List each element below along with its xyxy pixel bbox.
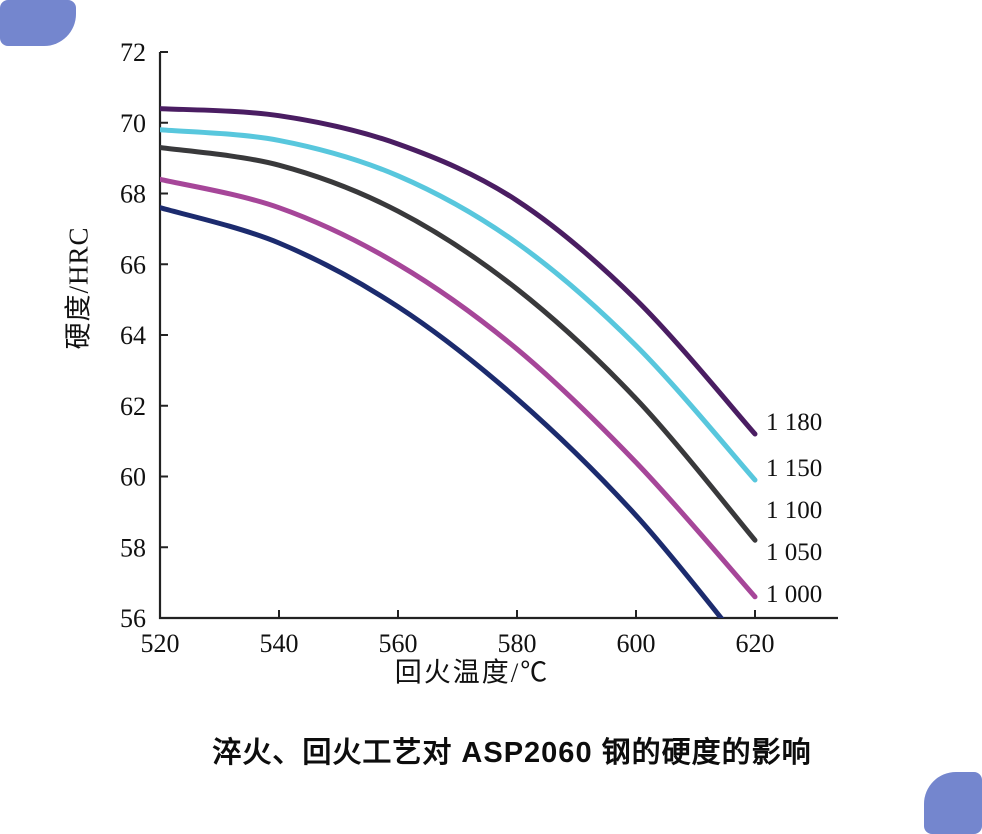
- x-tick-label: 600: [617, 629, 656, 658]
- x-tick-label: 540: [260, 629, 299, 658]
- chart-title: 淬火、回火工艺对 ASP2060 钢的硬度的影响: [212, 737, 812, 769]
- y-tick-label: 68: [120, 180, 146, 209]
- y-tick-label: 56: [120, 604, 146, 633]
- y-tick-label: 70: [120, 109, 146, 138]
- y-tick-label: 60: [120, 463, 146, 492]
- x-axis-title: 回火温度/℃: [394, 657, 550, 688]
- top-left-corner-decoration: [0, 0, 76, 46]
- bottom-right-corner-decoration: [924, 772, 982, 834]
- series-label-1100: 1 100: [766, 497, 822, 524]
- y-tick-label: 62: [120, 392, 146, 421]
- series-label-1050: 1 050: [766, 539, 822, 566]
- y-tick-label: 64: [120, 321, 146, 350]
- series-label-1180: 1 180: [766, 409, 822, 436]
- curves-group: [160, 106, 758, 618]
- y-tick-label: 66: [120, 250, 146, 279]
- curve-1150: [160, 127, 758, 483]
- y-axis-title: 硬度/HRC: [63, 226, 94, 350]
- y-tick-label: 72: [120, 38, 146, 67]
- x-tick-label: 580: [498, 629, 537, 658]
- series-label-1150: 1 150: [766, 455, 822, 482]
- x-tick-label: 560: [379, 629, 418, 658]
- y-tick-label: 58: [120, 533, 146, 562]
- curve-1050: [160, 176, 758, 600]
- x-tick-label: 520: [141, 629, 180, 658]
- curve-1180: [160, 106, 758, 437]
- curve-1100: [160, 145, 758, 543]
- series-label-1000: 1 000: [766, 581, 822, 608]
- x-tick-label: 620: [736, 629, 775, 658]
- curve-1000: [160, 205, 725, 618]
